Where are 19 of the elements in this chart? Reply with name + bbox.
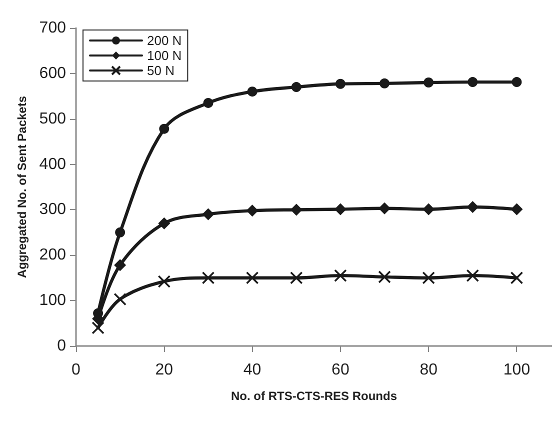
x-tick-label: 100	[503, 362, 530, 378]
x-tick-label: 80	[420, 362, 438, 378]
y-tick-label: 600	[39, 64, 66, 82]
y-tick-label: 100	[39, 292, 66, 310]
x-tick-label: 60	[332, 362, 350, 378]
y-tick-label: 300	[39, 201, 66, 218]
y-tick-label: 0	[57, 338, 66, 354]
legend-label: 50 N	[147, 63, 174, 78]
y-tick-label: 500	[39, 110, 66, 128]
x-axis-title: No. of RTS-CTS-RES Rounds	[231, 389, 398, 403]
legend-label: 100 N	[147, 48, 182, 63]
y-tick-label: 200	[39, 246, 66, 264]
x-tick-label: 40	[243, 362, 262, 378]
x-tick-label: 0	[72, 362, 81, 378]
legend-label: 200 N	[147, 33, 182, 48]
y-axis-title: Aggregated No. of Sent Packets	[15, 96, 29, 278]
y-tick-label: 400	[39, 156, 66, 173]
y-tick-label: 700	[39, 20, 66, 36]
x-tick-label: 20	[155, 362, 174, 378]
